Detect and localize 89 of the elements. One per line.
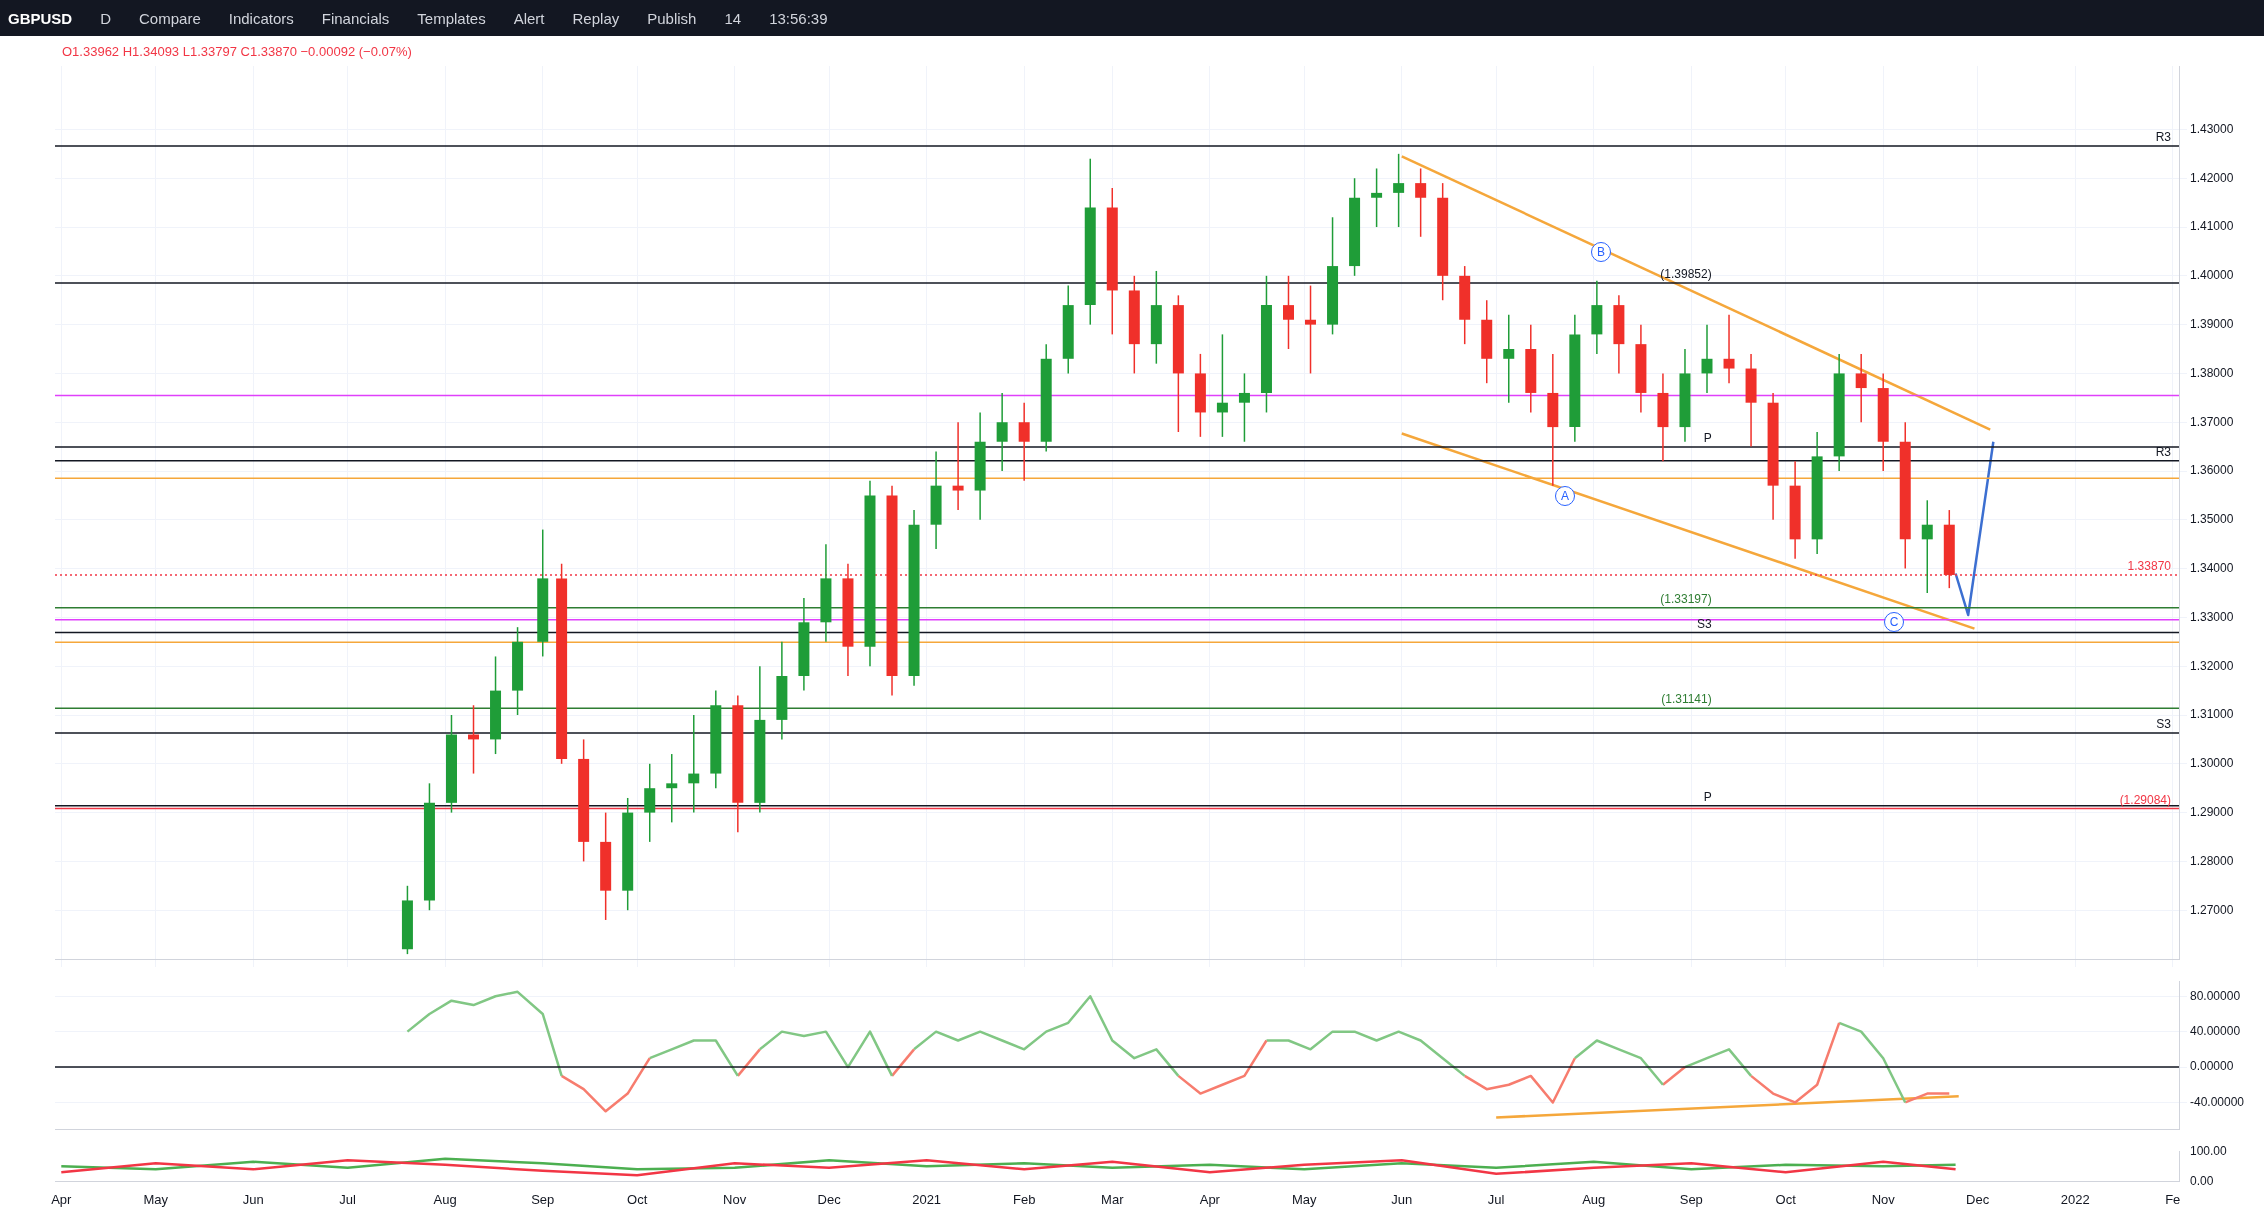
candlestick [1282, 275, 1294, 350]
text: Indicators [228, 9, 294, 27]
y-tick-label: 1.40000 [2190, 268, 2234, 283]
ref-line-label: S3 [2156, 717, 2172, 732]
y-tick-label: 0.00 [2190, 1173, 2214, 1188]
text: Templates [417, 9, 486, 27]
x-tick-label: Feb [1012, 1191, 1036, 1207]
y-tick-label: 1.35000 [2190, 512, 2234, 527]
candlestick [1701, 323, 1713, 394]
x-tick-label: Fe [2165, 1191, 2181, 1207]
x-tick-label: Sep [531, 1191, 555, 1207]
y-tick-label: 1.29000 [2190, 804, 2234, 819]
y-tick-label: 1.32000 [2190, 658, 2234, 673]
text: D [100, 9, 112, 27]
x-tick-label: Dec [817, 1191, 842, 1207]
ref-line-label: (1.31141) [1661, 692, 1712, 707]
x-tick-label: Sep [1679, 1191, 1703, 1207]
text: 14 [724, 9, 742, 27]
y-tick-label: 40.00000 [2190, 1023, 2241, 1038]
candlestick [952, 421, 964, 511]
x-tick-label: Aug [433, 1191, 457, 1207]
y-tick-label: -40.00000 [2190, 1094, 2245, 1109]
x-tick-label: Apr [51, 1191, 73, 1207]
y-tick-label: 1.37000 [2190, 414, 2234, 429]
x-tick-label: Jul [1487, 1191, 1505, 1207]
x-tick-label: 2021 [912, 1191, 942, 1207]
chart-title: GBPUSD [8, 9, 73, 27]
candlestick [1216, 333, 1228, 438]
x-tick-label: Apr [1199, 1191, 1221, 1207]
candlestick [1855, 353, 1867, 423]
text: Financials [321, 9, 390, 27]
ref-line-label: (1.33197) [1660, 592, 1712, 607]
x-tick-label: Nov [1871, 1191, 1896, 1207]
x-tick-label: Nov [723, 1191, 747, 1207]
x-tick-label: Oct [627, 1191, 648, 1207]
candlestick [1393, 153, 1405, 228]
x-tick-label: May [1291, 1191, 1317, 1207]
y-tick-label: 1.39000 [2190, 316, 2234, 331]
chart-subtitle: O1.33962 H1.34093 L1.33797 C1.33870 −0.00092 (−0.07%) [62, 44, 412, 59]
y-tick-label: 1.41000 [2190, 219, 2234, 234]
x-tick-label: Jun [242, 1191, 264, 1207]
candlestick [688, 714, 700, 814]
x-tick-label: Mar [1101, 1191, 1125, 1207]
ref-line-label: P [1703, 790, 1712, 805]
x-tick-label: Dec [1966, 1191, 1990, 1207]
y-tick-label: 100.00 [2190, 1143, 2228, 1158]
y-tick-label: 1.27000 [2190, 902, 2234, 917]
candlestick [1921, 499, 1933, 594]
y-tick-label: 0.00000 [2190, 1059, 2234, 1074]
ref-line-label: R3 [2155, 130, 2172, 145]
ref-line-label: R3 [2155, 445, 2172, 460]
x-tick-label: Jun [1391, 1191, 1413, 1207]
y-tick-label: 1.33000 [2190, 609, 2234, 624]
y-tick-label: 1.31000 [2190, 707, 2234, 722]
x-tick-label: 2022 [2060, 1191, 2090, 1207]
y-tick-label: 1.43000 [2190, 121, 2234, 136]
text: Publish [647, 9, 697, 27]
ref-line-label: (1.39852) [1660, 267, 1712, 282]
y-tick-label: 1.34000 [2190, 560, 2234, 575]
candlestick [1305, 284, 1317, 375]
candlestick [996, 392, 1008, 472]
y-tick-label: 1.36000 [2190, 463, 2234, 478]
candlestick [1415, 167, 1427, 238]
x-tick-label: Oct [1775, 1191, 1797, 1207]
y-tick-label: 1.30000 [2190, 756, 2234, 771]
candlestick [1503, 314, 1515, 404]
candlestick [1371, 167, 1383, 228]
candlestick [1723, 314, 1735, 384]
y-tick-label: 1.28000 [2190, 853, 2234, 868]
text: Replay [572, 9, 620, 27]
candlestick [1238, 372, 1250, 443]
ref-line-label: (1.29084) [2119, 792, 2171, 807]
text: Compare [139, 9, 201, 27]
annotation: A [1555, 486, 1575, 506]
y-tick-label: 80.00000 [2190, 988, 2241, 1003]
y-tick-label: 1.42000 [2190, 170, 2234, 185]
ref-line-label: 1.33870 [2127, 559, 2172, 574]
x-tick-label: Jul [339, 1191, 357, 1207]
text: 13:56:39 [769, 9, 828, 27]
x-tick-label: May [143, 1191, 169, 1207]
candlestick [1018, 401, 1030, 482]
ref-line-label: S3 [1697, 616, 1713, 631]
candlestick [666, 753, 678, 824]
y-tick-label: 1.38000 [2190, 365, 2234, 380]
annotation: B [1591, 242, 1611, 262]
x-tick-label: Aug [1582, 1191, 1606, 1207]
annotation: C [1884, 612, 1904, 632]
ref-line-label: P [1703, 431, 1712, 446]
text: Alert [513, 9, 545, 27]
